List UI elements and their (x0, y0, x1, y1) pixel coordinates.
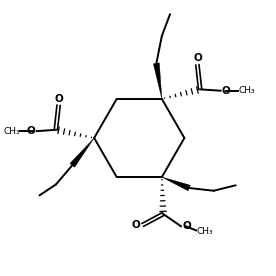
Text: O: O (193, 53, 202, 63)
Polygon shape (153, 63, 162, 99)
Text: O: O (26, 126, 35, 136)
Polygon shape (162, 177, 190, 191)
Polygon shape (70, 138, 94, 167)
Text: CH₃: CH₃ (197, 227, 213, 236)
Text: CH₃: CH₃ (239, 86, 256, 95)
Text: O: O (54, 94, 63, 104)
Text: O: O (131, 220, 140, 230)
Text: O: O (182, 221, 191, 231)
Text: O: O (222, 86, 231, 96)
Text: CH₃: CH₃ (3, 127, 20, 136)
